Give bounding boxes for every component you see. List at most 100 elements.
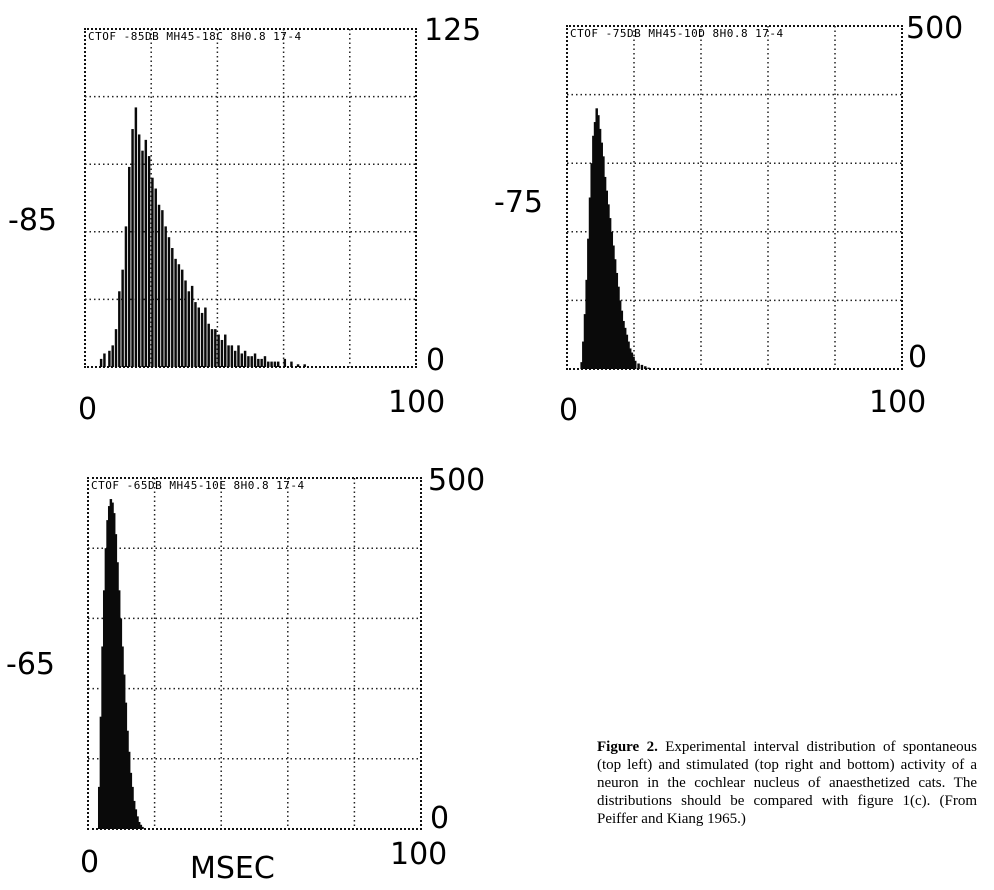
histogram-bar — [137, 821, 141, 829]
histogram-bar — [129, 772, 133, 829]
histogram-bar — [204, 307, 207, 367]
plot-frame — [87, 477, 422, 830]
histogram-bar — [111, 502, 114, 829]
histogram-bar — [190, 285, 194, 367]
histogram-bar — [253, 353, 257, 367]
histogram-bar — [283, 358, 287, 367]
histogram-bar — [194, 302, 197, 367]
histogram-bar — [637, 363, 640, 369]
histogram-bar — [612, 245, 615, 369]
histogram-bar — [613, 259, 617, 369]
histogram-bar — [177, 264, 181, 367]
histogram-bar — [630, 352, 634, 369]
histogram-bar — [157, 204, 161, 367]
histogram-bar — [139, 824, 143, 829]
x-min-label: 0 — [80, 845, 100, 880]
chart-header: CTOF -85DB MH45-18C 8H0.8 17-4 — [88, 30, 302, 43]
x-max-label: 100 — [388, 385, 446, 420]
histogram-bar — [590, 163, 593, 369]
histogram-bar — [607, 204, 610, 369]
histogram-bar — [121, 269, 124, 367]
histogram-bar — [230, 345, 234, 367]
histogram-bar — [99, 358, 103, 367]
histogram-bar — [634, 360, 637, 369]
x-min-label: 0 — [559, 393, 579, 428]
histogram-bar — [144, 139, 148, 367]
histogram-bar — [171, 248, 174, 367]
histogram-bar — [618, 300, 622, 369]
caption-text: Experimental interval distribution of sp… — [597, 739, 978, 827]
histogram-bar — [164, 226, 167, 367]
histogram-bar — [583, 314, 587, 369]
y-min-label: 0 — [430, 801, 450, 836]
histogram-bar — [99, 716, 103, 829]
histogram-bar — [102, 590, 106, 829]
histogram-bar — [227, 345, 230, 367]
histogram-bar — [237, 345, 240, 367]
histogram-bar — [580, 362, 583, 369]
histogram-bar — [122, 674, 126, 829]
histogram-bar — [593, 122, 597, 369]
level-label: -75 — [494, 185, 543, 220]
histogram-bar — [220, 339, 224, 367]
histogram-bar — [154, 188, 157, 367]
plot-frame — [566, 25, 903, 370]
histogram-bar — [118, 291, 121, 367]
y-min-label: 0 — [908, 340, 928, 375]
histogram-bar — [141, 150, 144, 367]
histogram-bar — [243, 350, 247, 367]
histogram-bar — [647, 367, 650, 369]
x-max-label: 100 — [390, 837, 448, 872]
histogram-bar — [141, 826, 144, 829]
chart-header: CTOF -75DB MH45-10D 8H0.8 17-4 — [570, 27, 784, 40]
histogram-bar — [296, 364, 300, 367]
histogram-bar — [640, 364, 644, 369]
histogram-bar — [250, 356, 253, 367]
histogram-bar — [595, 108, 598, 369]
histogram-bar — [582, 341, 585, 369]
histogram-bar — [644, 366, 647, 369]
histogram-bar — [111, 345, 114, 367]
caption-label: Figure 2. — [597, 739, 658, 755]
histogram-bar — [174, 258, 177, 367]
histogram-bar — [270, 361, 273, 367]
histogram-bar — [260, 358, 263, 367]
histogram-bar — [615, 272, 619, 369]
histogram-bar — [207, 323, 210, 367]
histogram-bar — [106, 520, 109, 829]
x-axis-label: MSEC — [190, 851, 275, 886]
histogram-bar — [623, 327, 627, 369]
histogram-bar — [597, 115, 600, 370]
histogram-bar — [151, 177, 154, 367]
y-max-label: 500 — [428, 463, 486, 498]
histogram-bar — [200, 312, 204, 367]
histogram-bar — [605, 190, 608, 369]
histogram-bar — [628, 348, 632, 369]
histogram-bar — [233, 350, 237, 367]
histogram-bar — [103, 353, 106, 367]
y-max-label: 500 — [906, 11, 964, 46]
histogram-bar — [121, 646, 124, 829]
histogram-bar — [109, 499, 113, 829]
histogram-bar — [592, 135, 595, 369]
histogram-bar — [197, 307, 200, 367]
histogram-bar — [585, 279, 588, 369]
histogram-bar — [134, 809, 138, 829]
histogram-bar — [602, 156, 605, 369]
histogram-bar — [147, 156, 151, 367]
level-label: -65 — [6, 647, 55, 682]
histogram-bar — [240, 353, 244, 367]
histogram-bar — [622, 320, 625, 369]
histogram-bar — [184, 280, 187, 367]
histogram-bar — [303, 364, 306, 367]
histogram-bar — [598, 128, 602, 369]
histogram-bar — [126, 730, 129, 829]
histogram-bar — [97, 786, 101, 829]
histogram-bar — [603, 176, 607, 369]
y-max-label: 125 — [424, 13, 482, 48]
histogram-bar — [131, 786, 134, 829]
histogram-bar — [108, 350, 111, 367]
histogram-bar — [217, 334, 220, 367]
histogram-bar — [107, 506, 111, 829]
